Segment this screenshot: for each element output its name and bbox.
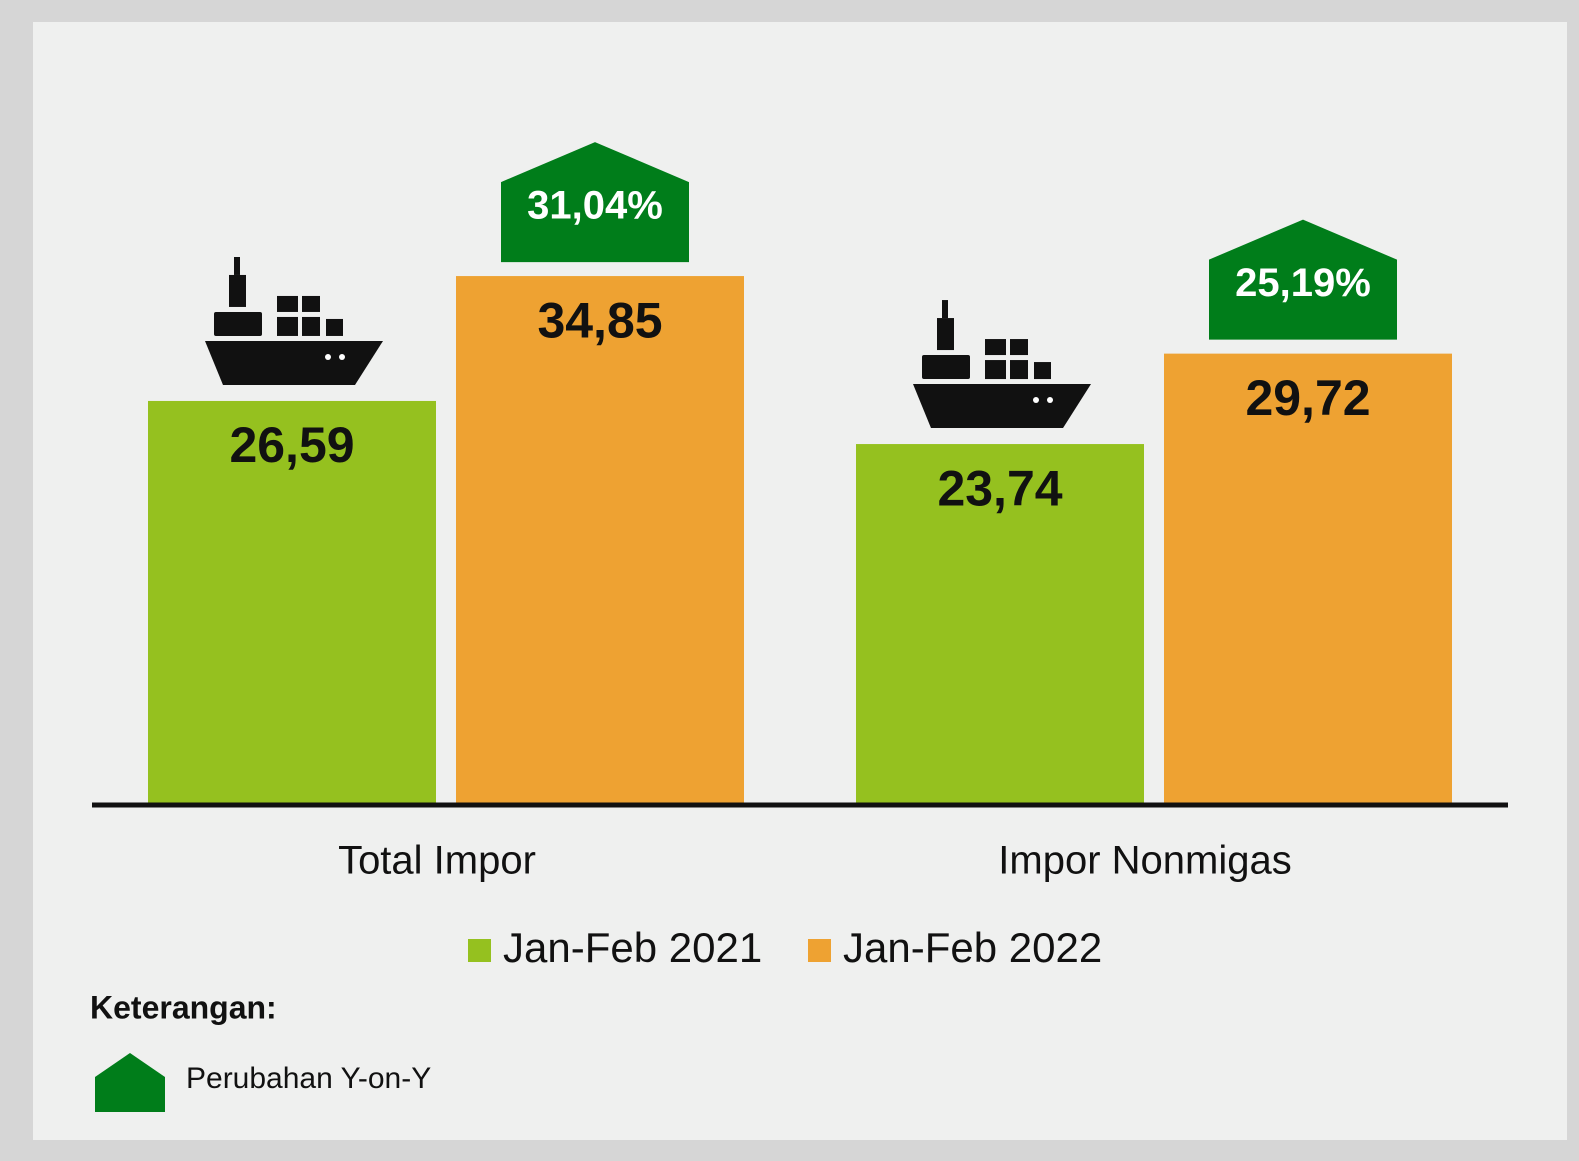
value-label: 23,74 — [937, 460, 1062, 516]
value-label: 29,72 — [1245, 370, 1370, 426]
bar — [456, 276, 744, 803]
legend-label: Jan-Feb 2022 — [843, 924, 1102, 971]
bar — [1164, 353, 1452, 803]
change-label: 31,04% — [527, 184, 663, 228]
note-shape — [95, 1053, 165, 1112]
value-label: 26,59 — [229, 417, 354, 473]
bar — [856, 444, 1144, 803]
legend-label: Jan-Feb 2021 — [503, 924, 762, 971]
legend-swatch — [808, 939, 831, 962]
value-label: 34,85 — [537, 292, 662, 348]
note-label: Perubahan Y-on-Y — [186, 1062, 431, 1095]
change-badge — [1209, 219, 1397, 340]
legend-swatch — [468, 939, 491, 962]
change-label: 25,19% — [1235, 261, 1371, 305]
bar — [148, 400, 436, 803]
note-title: Keterangan: — [90, 989, 277, 1025]
x-tick-label: Impor Nonmigas — [998, 839, 1291, 883]
change-badge — [501, 142, 689, 263]
x-tick-label: Total Impor — [338, 839, 536, 883]
